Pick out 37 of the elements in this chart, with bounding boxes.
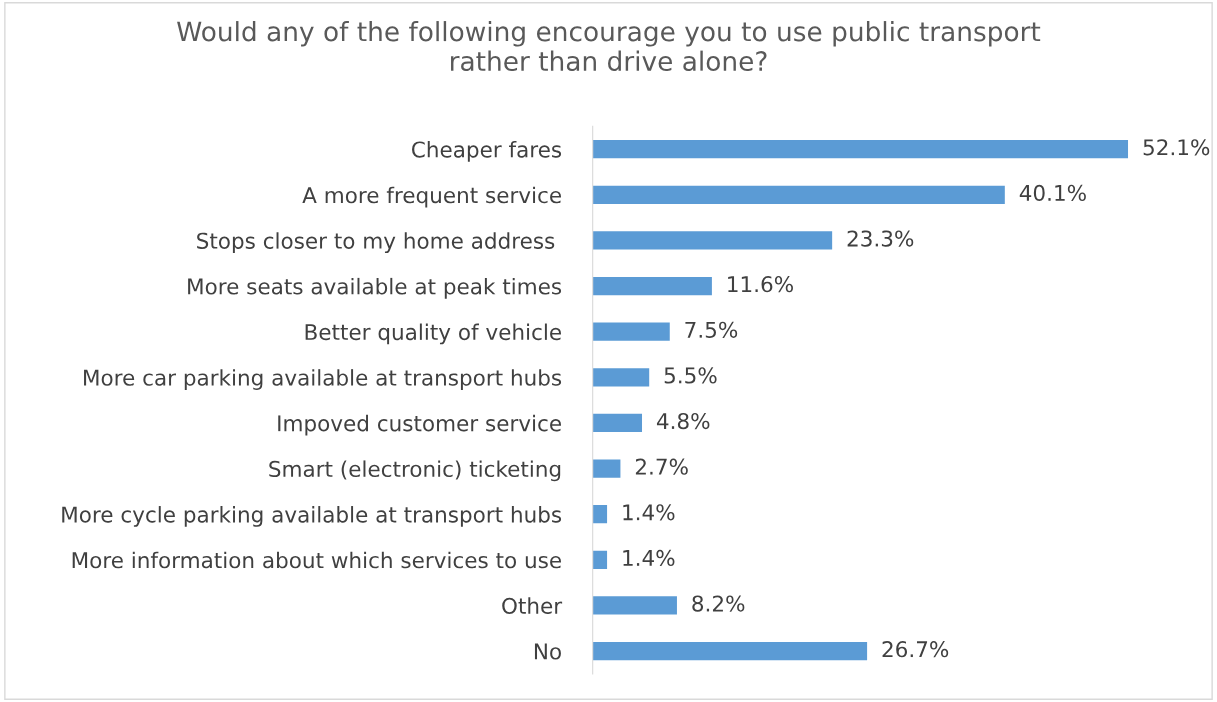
y-tick-label: Smart (electronic) ticketing xyxy=(269,460,561,482)
data-label: 7.5% xyxy=(685,321,738,338)
y-tick-label: Other xyxy=(502,597,563,614)
data-label: 8.2% xyxy=(692,595,745,612)
bar xyxy=(592,505,608,524)
bar xyxy=(592,276,712,296)
bar xyxy=(592,550,608,569)
bar xyxy=(592,413,643,433)
bar xyxy=(592,459,621,478)
chart-title: Would any of the following encourage you to use public transport rather than drive alone? xyxy=(177,21,1041,72)
data-label: 26.7% xyxy=(882,641,949,658)
y-tick-label: More cycle parking available at transport hubs xyxy=(62,506,562,527)
bar xyxy=(592,368,650,387)
bar xyxy=(592,322,670,341)
data-label: 4.8% xyxy=(656,412,710,430)
data-label: 11.6% xyxy=(728,276,793,293)
y-tick-label: A more frequent service xyxy=(302,186,561,208)
bar xyxy=(592,140,1129,159)
data-label: 1.4% xyxy=(623,549,675,567)
y-tick-label: More seats available at peak times xyxy=(188,277,562,299)
bar xyxy=(592,231,833,250)
data-label: 52.1% xyxy=(1143,139,1210,156)
y-tick-label: Stops closer to my home address xyxy=(197,232,555,254)
data-label: 1.4% xyxy=(623,504,675,521)
data-label: 2.7% xyxy=(635,458,688,475)
bar xyxy=(592,185,1005,204)
y-tick-label: More car parking available at transport hubs xyxy=(84,369,562,390)
y-tick-label: No xyxy=(534,643,561,660)
y-tick-label: Impoved customer service xyxy=(278,414,561,436)
y-tick-label: More information about which services to use xyxy=(72,551,561,569)
data-label: 40.1% xyxy=(1019,184,1086,202)
bar xyxy=(592,641,868,661)
data-label: 5.5% xyxy=(664,367,717,384)
y-tick-label: Cheaper fares xyxy=(412,141,562,162)
data-label: 23.3% xyxy=(847,230,914,247)
y-tick-label: Better quality of vehicle xyxy=(305,323,561,345)
bar xyxy=(592,596,677,615)
